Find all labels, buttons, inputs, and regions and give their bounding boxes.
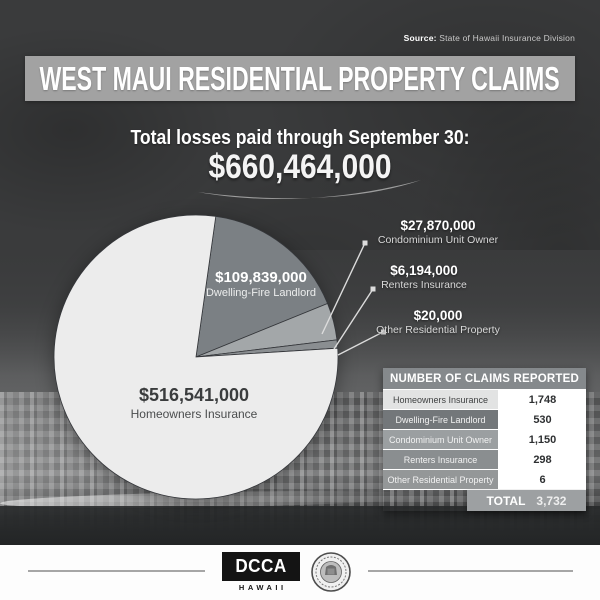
total-losses-caption: Total losses paid through September 30: (130, 127, 470, 149)
homeowners-name: Homeowners Insurance (130, 407, 258, 421)
claims-table-title: NUMBER OF CLAIMS REPORTED (383, 368, 586, 390)
row-count: 298 (499, 450, 586, 469)
condominium-amount: $27,870,000 (400, 218, 476, 233)
table-row: Dwelling-Fire Landlord 530 (383, 410, 586, 430)
row-count: 530 (499, 410, 586, 429)
source-attribution: Source: State of Hawaii Insurance Divisi… (404, 33, 575, 43)
row-label: Homeowners Insurance (383, 390, 499, 409)
footer-divider-right (368, 570, 573, 572)
row-label: Renters Insurance (383, 450, 499, 469)
pie-label-homeowners: $516,541,000 Homeowners Insurance (94, 385, 294, 421)
row-count: 6 (499, 470, 586, 489)
renters-amount: $6,194,000 (390, 263, 458, 278)
total-label: TOTAL (486, 493, 526, 508)
row-count: 1,150 (499, 430, 586, 449)
row-label: Condominium Unit Owner (383, 430, 499, 449)
total-count: 3,732 (536, 493, 567, 508)
table-row: Homeowners Insurance 1,748 (383, 390, 586, 410)
table-row: Renters Insurance 298 (383, 450, 586, 470)
condominium-name: Condominium Unit Owner (377, 234, 499, 246)
dcca-logo: DCCA ★ (222, 552, 300, 581)
callout-renters: $6,194,000 Renters Insurance (368, 263, 480, 291)
pie-chart (53, 214, 339, 500)
source-label: Source: (403, 33, 437, 43)
callout-condominium: $27,870,000 Condominium Unit Owner (368, 218, 508, 246)
pie-label-dwelling-fire: $109,839,000 Dwelling-Fire Landlord (181, 269, 341, 299)
row-label: Dwelling-Fire Landlord (383, 410, 499, 429)
table-total-row: TOTAL 3,732 (467, 490, 586, 511)
dcca-star-icon: ★ (284, 566, 291, 573)
source-text: State of Hawaii Insurance Division (439, 33, 575, 43)
row-label: Other Residential Property (383, 470, 499, 489)
homeowners-amount: $516,541,000 (138, 385, 250, 405)
footer: DCCA ★ HAWAII (0, 545, 600, 600)
title-banner: WEST MAUI RESIDENTIAL PROPERTY CLAIMS (25, 56, 575, 101)
pie-slice-homeowners-insurance (53, 214, 339, 500)
footer-divider-left (28, 570, 205, 572)
other-name: Other Residential Property (376, 324, 500, 336)
dcca-logo-text: DCCA (235, 556, 287, 576)
other-amount: $20,000 (413, 308, 463, 323)
table-row: Condominium Unit Owner 1,150 (383, 430, 586, 450)
row-count: 1,748 (499, 390, 586, 409)
callout-other-residential: $20,000 Other Residential Property (375, 308, 501, 336)
page-title: WEST MAUI RESIDENTIAL PROPERTY CLAIMS (39, 59, 561, 97)
ocean-water (0, 506, 600, 545)
total-losses-amount: $660,464,000 (208, 148, 392, 186)
dwelling-fire-amount: $109,839,000 (215, 269, 307, 286)
table-row: Other Residential Property 6 (383, 470, 586, 490)
dcca-hawaii-text: HAWAII (238, 583, 287, 592)
dwelling-fire-name: Dwelling-Fire Landlord (205, 287, 317, 299)
hawaii-state-seal-icon (311, 552, 351, 592)
renters-name: Renters Insurance (381, 279, 467, 291)
claims-table: NUMBER OF CLAIMS REPORTED Homeowners Ins… (383, 368, 586, 511)
